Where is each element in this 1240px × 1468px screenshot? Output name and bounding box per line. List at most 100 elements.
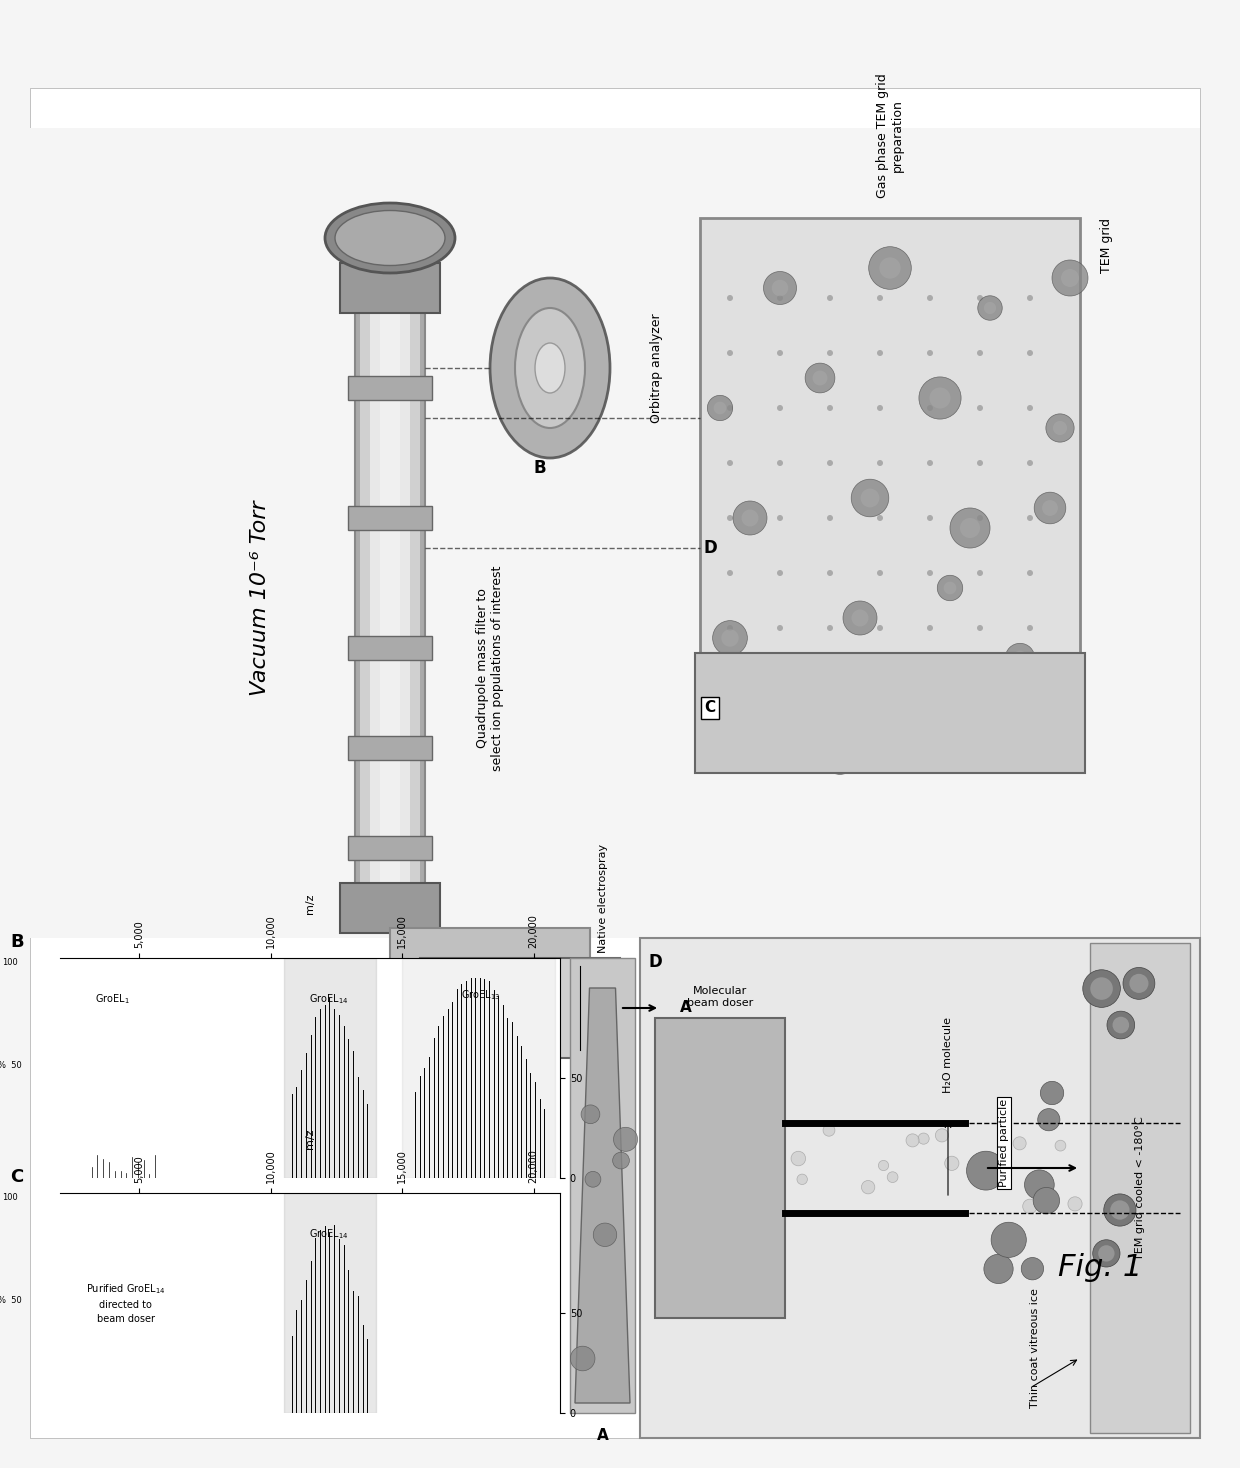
Text: %  50: % 50 xyxy=(0,1296,22,1305)
Circle shape xyxy=(928,570,932,575)
Text: A: A xyxy=(680,1001,692,1016)
Circle shape xyxy=(1013,650,1028,665)
Circle shape xyxy=(727,515,733,521)
Bar xyxy=(348,376,432,399)
Circle shape xyxy=(879,257,900,279)
Circle shape xyxy=(1126,1183,1136,1192)
Bar xyxy=(701,219,1080,768)
Circle shape xyxy=(877,625,883,631)
Circle shape xyxy=(1068,1196,1083,1211)
Circle shape xyxy=(707,395,733,421)
Circle shape xyxy=(770,699,790,718)
Circle shape xyxy=(1092,1240,1120,1267)
Circle shape xyxy=(727,405,733,411)
Circle shape xyxy=(851,479,889,517)
Circle shape xyxy=(990,737,1011,759)
Text: %  50: % 50 xyxy=(0,1061,22,1070)
Circle shape xyxy=(977,570,983,575)
Circle shape xyxy=(978,727,1022,769)
Bar xyxy=(694,653,1085,774)
Circle shape xyxy=(977,625,983,631)
Circle shape xyxy=(585,1171,601,1188)
Circle shape xyxy=(1117,1123,1128,1135)
Circle shape xyxy=(1006,643,1034,672)
Circle shape xyxy=(928,515,932,521)
Bar xyxy=(360,269,420,928)
Circle shape xyxy=(722,630,739,647)
Circle shape xyxy=(1052,260,1087,297)
Text: GroEL$_{14}$: GroEL$_{14}$ xyxy=(309,992,348,1006)
Ellipse shape xyxy=(325,203,455,273)
Circle shape xyxy=(727,349,733,357)
Circle shape xyxy=(900,699,939,737)
Circle shape xyxy=(727,459,733,465)
Text: Purified particle: Purified particle xyxy=(999,1100,1009,1188)
Circle shape xyxy=(797,1174,807,1185)
Circle shape xyxy=(877,570,883,575)
Circle shape xyxy=(1027,405,1033,411)
Circle shape xyxy=(1027,349,1033,357)
Circle shape xyxy=(791,1151,806,1166)
Circle shape xyxy=(570,1346,595,1371)
Circle shape xyxy=(777,680,782,686)
Circle shape xyxy=(877,459,883,465)
Bar xyxy=(379,269,401,928)
Circle shape xyxy=(713,731,727,744)
Circle shape xyxy=(928,459,932,465)
Circle shape xyxy=(707,725,733,750)
Circle shape xyxy=(827,349,833,357)
Bar xyxy=(640,938,1200,1439)
Circle shape xyxy=(877,515,883,521)
Circle shape xyxy=(805,363,835,393)
Circle shape xyxy=(593,1223,616,1246)
X-axis label: m/z: m/z xyxy=(305,893,315,913)
Bar xyxy=(420,959,620,1058)
Text: GroEL$_{14}$: GroEL$_{14}$ xyxy=(309,1227,348,1240)
Circle shape xyxy=(777,625,782,631)
Text: D: D xyxy=(649,953,662,970)
Circle shape xyxy=(928,405,932,411)
Circle shape xyxy=(1033,1188,1059,1214)
Circle shape xyxy=(1023,1199,1037,1214)
Text: B: B xyxy=(533,459,547,477)
Circle shape xyxy=(713,621,748,655)
Text: D: D xyxy=(703,539,717,556)
Circle shape xyxy=(861,489,879,508)
Circle shape xyxy=(950,508,990,548)
Text: H₂O molecule: H₂O molecule xyxy=(942,1017,954,1094)
Circle shape xyxy=(843,600,877,636)
Circle shape xyxy=(832,750,848,766)
Bar xyxy=(370,269,410,928)
Circle shape xyxy=(1027,295,1033,301)
Bar xyxy=(30,128,1200,938)
Circle shape xyxy=(1061,269,1079,288)
Circle shape xyxy=(944,581,956,595)
Text: Orbitrap analyzer: Orbitrap analyzer xyxy=(650,313,663,423)
Text: GroEL$_1$: GroEL$_1$ xyxy=(95,992,130,1006)
Circle shape xyxy=(1040,1082,1064,1104)
Text: TEM grid: TEM grid xyxy=(1100,219,1114,273)
Circle shape xyxy=(906,1133,919,1147)
Circle shape xyxy=(1083,970,1121,1007)
Text: Vacuum 10⁻⁶ Torr: Vacuum 10⁻⁶ Torr xyxy=(250,501,270,696)
Circle shape xyxy=(1042,501,1058,515)
Circle shape xyxy=(1027,735,1033,741)
Bar xyxy=(348,506,432,530)
Bar xyxy=(391,928,590,978)
Circle shape xyxy=(1112,1017,1130,1033)
Circle shape xyxy=(742,509,759,527)
Circle shape xyxy=(877,735,883,741)
Circle shape xyxy=(878,1160,889,1170)
Circle shape xyxy=(928,349,932,357)
Circle shape xyxy=(1022,1258,1044,1280)
Ellipse shape xyxy=(490,277,610,458)
Circle shape xyxy=(862,1180,874,1193)
Circle shape xyxy=(1027,515,1033,521)
Circle shape xyxy=(888,1171,898,1183)
Bar xyxy=(348,835,432,860)
Text: Gas phase TEM grid
preparation: Gas phase TEM grid preparation xyxy=(875,73,904,198)
Text: C: C xyxy=(10,1169,24,1186)
Circle shape xyxy=(1055,1141,1066,1151)
Circle shape xyxy=(714,402,727,414)
Circle shape xyxy=(966,1151,1006,1191)
